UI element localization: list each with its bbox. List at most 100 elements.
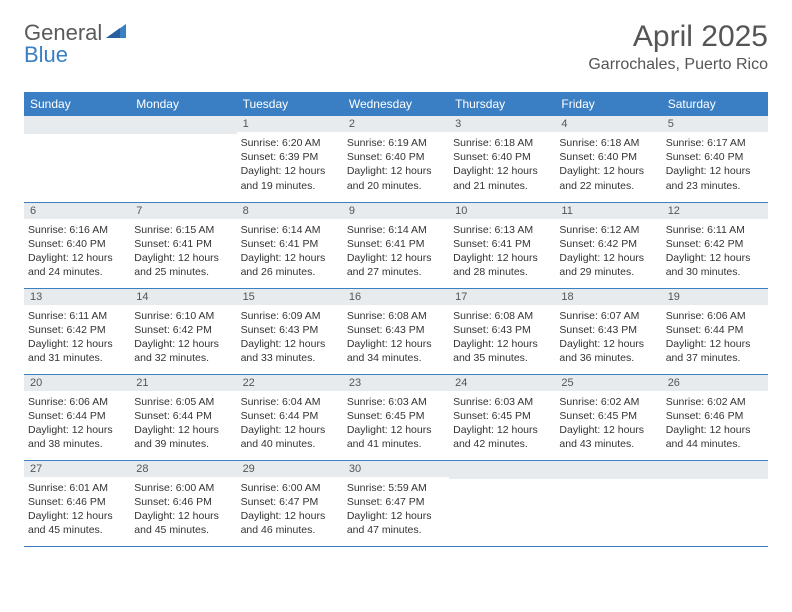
calendar-cell: 18 Sunrise: 6:07 AMSunset: 6:43 PMDayligh… — [555, 288, 661, 374]
day-number: 13 — [24, 289, 130, 305]
calendar-cell: 25 Sunrise: 6:02 AMSunset: 6:45 PMDayligh… — [555, 374, 661, 460]
header: General April 2025 Garrochales, Puerto R… — [24, 20, 768, 74]
day-number: 15 — [237, 289, 343, 305]
calendar-cell — [662, 460, 768, 546]
day-content: Sunrise: 6:17 AMSunset: 6:40 PMDaylight:… — [666, 134, 764, 193]
day-number: 5 — [662, 116, 768, 132]
day-number: 29 — [237, 461, 343, 477]
day-content: Sunrise: 6:02 AMSunset: 6:46 PMDaylight:… — [666, 393, 764, 452]
calendar-cell: 7 Sunrise: 6:15 AMSunset: 6:41 PMDaylight… — [130, 202, 236, 288]
day-content: Sunrise: 6:11 AMSunset: 6:42 PMDaylight:… — [28, 307, 126, 366]
day-content: Sunrise: 6:15 AMSunset: 6:41 PMDaylight:… — [134, 221, 232, 280]
calendar-cell: 8Sunrise: 6:14 AMSunset: 6:41 PMDaylight… — [237, 202, 343, 288]
day-content: Sunrise: 6:06 AMSunset: 6:44 PMDaylight:… — [28, 393, 126, 452]
day-content: Sunrise: 6:04 AMSunset: 6:44 PMDaylight:… — [241, 393, 339, 452]
day-number: 23 — [343, 375, 449, 391]
day-number: 18 — [555, 289, 661, 305]
calendar-header-row: SundayMondayTuesdayWednesdayThursdayFrid… — [24, 92, 768, 116]
calendar-cell: 16 Sunrise: 6:08 AMSunset: 6:43 PMDayligh… — [343, 288, 449, 374]
calendar-row: 13 Sunrise: 6:11 AMSunset: 6:42 PMDayligh… — [24, 288, 768, 374]
logo-word-blue: Blue — [24, 42, 68, 68]
calendar-cell — [449, 460, 555, 546]
day-content: Sunrise: 6:03 AMSunset: 6:45 PMDaylight:… — [347, 393, 445, 452]
day-number: 6 — [24, 203, 130, 219]
calendar-cell: 1Sunrise: 6:20 AMSunset: 6:39 PMDaylight… — [237, 116, 343, 202]
day-content: Sunrise: 6:00 AMSunset: 6:47 PMDaylight:… — [241, 479, 339, 538]
day-content: Sunrise: 6:18 AMSunset: 6:40 PMDaylight:… — [559, 134, 657, 193]
day-number: 25 — [555, 375, 661, 391]
day-number: 14 — [130, 289, 236, 305]
day-content: Sunrise: 6:11 AMSunset: 6:42 PMDaylight:… — [666, 221, 764, 280]
calendar-cell: 3 Sunrise: 6:18 AMSunset: 6:40 PMDaylight… — [449, 116, 555, 202]
calendar-row: 20Sunrise: 6:06 AMSunset: 6:44 PMDayligh… — [24, 374, 768, 460]
calendar-row: 27Sunrise: 6:01 AMSunset: 6:46 PMDayligh… — [24, 460, 768, 546]
day-content: Sunrise: 6:18 AMSunset: 6:40 PMDaylight:… — [453, 134, 551, 193]
day-header: Wednesday — [343, 92, 449, 116]
calendar-body: 1Sunrise: 6:20 AMSunset: 6:39 PMDaylight… — [24, 116, 768, 546]
day-content: Sunrise: 6:14 AMSunset: 6:41 PMDaylight:… — [347, 221, 445, 280]
calendar-cell: 15 Sunrise: 6:09 AMSunset: 6:43 PMDayligh… — [237, 288, 343, 374]
day-number: 17 — [449, 289, 555, 305]
calendar-cell — [130, 116, 236, 202]
day-number: 4 — [555, 116, 661, 132]
day-content: Sunrise: 6:09 AMSunset: 6:43 PMDaylight:… — [241, 307, 339, 366]
day-content: Sunrise: 6:19 AMSunset: 6:40 PMDaylight:… — [347, 134, 445, 193]
calendar-cell — [555, 460, 661, 546]
calendar-cell: 13 Sunrise: 6:11 AMSunset: 6:42 PMDayligh… — [24, 288, 130, 374]
day-content: Sunrise: 6:01 AMSunset: 6:46 PMDaylight:… — [28, 479, 126, 538]
day-number: 28 — [130, 461, 236, 477]
title-block: April 2025 Garrochales, Puerto Rico — [588, 20, 768, 74]
day-content: Sunrise: 6:16 AMSunset: 6:40 PMDaylight:… — [28, 221, 126, 280]
calendar-cell: 11 Sunrise: 6:12 AMSunset: 6:42 PMDayligh… — [555, 202, 661, 288]
day-content: Sunrise: 6:05 AMSunset: 6:44 PMDaylight:… — [134, 393, 232, 452]
calendar-cell: 27Sunrise: 6:01 AMSunset: 6:46 PMDayligh… — [24, 460, 130, 546]
day-number: 21 — [130, 375, 236, 391]
empty-day-number — [662, 461, 768, 479]
calendar-cell: 17 Sunrise: 6:08 AMSunset: 6:43 PMDayligh… — [449, 288, 555, 374]
day-number: 2 — [343, 116, 449, 132]
day-content: Sunrise: 6:06 AMSunset: 6:44 PMDaylight:… — [666, 307, 764, 366]
day-content: Sunrise: 6:00 AMSunset: 6:46 PMDaylight:… — [134, 479, 232, 538]
day-number: 7 — [130, 203, 236, 219]
day-number: 9 — [343, 203, 449, 219]
day-header: Sunday — [24, 92, 130, 116]
logo-triangle-icon — [106, 20, 128, 46]
calendar-cell: 19 Sunrise: 6:06 AMSunset: 6:44 PMDayligh… — [662, 288, 768, 374]
calendar-cell: 4 Sunrise: 6:18 AMSunset: 6:40 PMDaylight… — [555, 116, 661, 202]
day-number: 11 — [555, 203, 661, 219]
day-content: Sunrise: 6:13 AMSunset: 6:41 PMDaylight:… — [453, 221, 551, 280]
calendar-cell: 2 Sunrise: 6:19 AMSunset: 6:40 PMDaylight… — [343, 116, 449, 202]
day-number: 26 — [662, 375, 768, 391]
calendar-cell: 30Sunrise: 5:59 AMSunset: 6:47 PMDayligh… — [343, 460, 449, 546]
day-content: Sunrise: 5:59 AMSunset: 6:47 PMDaylight:… — [347, 479, 445, 538]
calendar-cell — [24, 116, 130, 202]
day-number: 19 — [662, 289, 768, 305]
day-number: 22 — [237, 375, 343, 391]
empty-day-number — [555, 461, 661, 479]
day-content: Sunrise: 6:12 AMSunset: 6:42 PMDaylight:… — [559, 221, 657, 280]
day-content: Sunrise: 6:08 AMSunset: 6:43 PMDaylight:… — [453, 307, 551, 366]
calendar-cell: 26 Sunrise: 6:02 AMSunset: 6:46 PMDayligh… — [662, 374, 768, 460]
day-content: Sunrise: 6:07 AMSunset: 6:43 PMDaylight:… — [559, 307, 657, 366]
day-content: Sunrise: 6:10 AMSunset: 6:42 PMDaylight:… — [134, 307, 232, 366]
calendar-row: 6 Sunrise: 6:16 AMSunset: 6:40 PMDaylight… — [24, 202, 768, 288]
day-number: 16 — [343, 289, 449, 305]
day-number: 10 — [449, 203, 555, 219]
calendar-cell: 23 Sunrise: 6:03 AMSunset: 6:45 PMDayligh… — [343, 374, 449, 460]
day-content: Sunrise: 6:08 AMSunset: 6:43 PMDaylight:… — [347, 307, 445, 366]
day-number: 3 — [449, 116, 555, 132]
day-header: Friday — [555, 92, 661, 116]
calendar-cell: 21 Sunrise: 6:05 AMSunset: 6:44 PMDayligh… — [130, 374, 236, 460]
day-header: Thursday — [449, 92, 555, 116]
calendar-cell: 29 Sunrise: 6:00 AMSunset: 6:47 PMDayligh… — [237, 460, 343, 546]
calendar-row: 1Sunrise: 6:20 AMSunset: 6:39 PMDaylight… — [24, 116, 768, 202]
day-header: Saturday — [662, 92, 768, 116]
calendar-cell: 24Sunrise: 6:03 AMSunset: 6:45 PMDayligh… — [449, 374, 555, 460]
location: Garrochales, Puerto Rico — [588, 56, 768, 74]
day-content: Sunrise: 6:02 AMSunset: 6:45 PMDaylight:… — [559, 393, 657, 452]
calendar-table: SundayMondayTuesdayWednesdayThursdayFrid… — [24, 92, 768, 547]
calendar-cell: 9 Sunrise: 6:14 AMSunset: 6:41 PMDaylight… — [343, 202, 449, 288]
month-title: April 2025 — [588, 20, 768, 54]
day-content: Sunrise: 6:14 AMSunset: 6:41 PMDaylight:… — [241, 221, 339, 280]
calendar-cell: 12Sunrise: 6:11 AMSunset: 6:42 PMDayligh… — [662, 202, 768, 288]
